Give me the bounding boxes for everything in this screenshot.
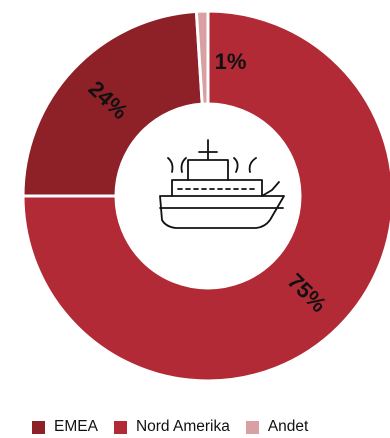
- legend-item-emea: EMEA: [32, 418, 98, 436]
- slice-emea: [21, 9, 204, 198]
- legend-label-emea: EMEA: [54, 418, 98, 435]
- donut-slices: [21, 9, 390, 383]
- pct-label-andet: 1%: [215, 49, 247, 74]
- legend-item-andet: Andet: [245, 418, 309, 436]
- slice-nord-amerika: [21, 9, 390, 383]
- slice-andet: [194, 9, 210, 106]
- legend-swatch-nord-amerika: [113, 420, 127, 434]
- legend-label-andet: Andet: [267, 418, 309, 435]
- legend-swatch-andet: [245, 420, 259, 434]
- legend-swatch-emea: [32, 420, 45, 434]
- legend-item-nord-amerika: Nord Amerika: [113, 418, 230, 436]
- ship-icon: [159, 139, 285, 229]
- legend-label-nord-amerika: Nord Amerika: [135, 418, 230, 435]
- legend: EMEA Nord Amerika Andet: [32, 418, 324, 436]
